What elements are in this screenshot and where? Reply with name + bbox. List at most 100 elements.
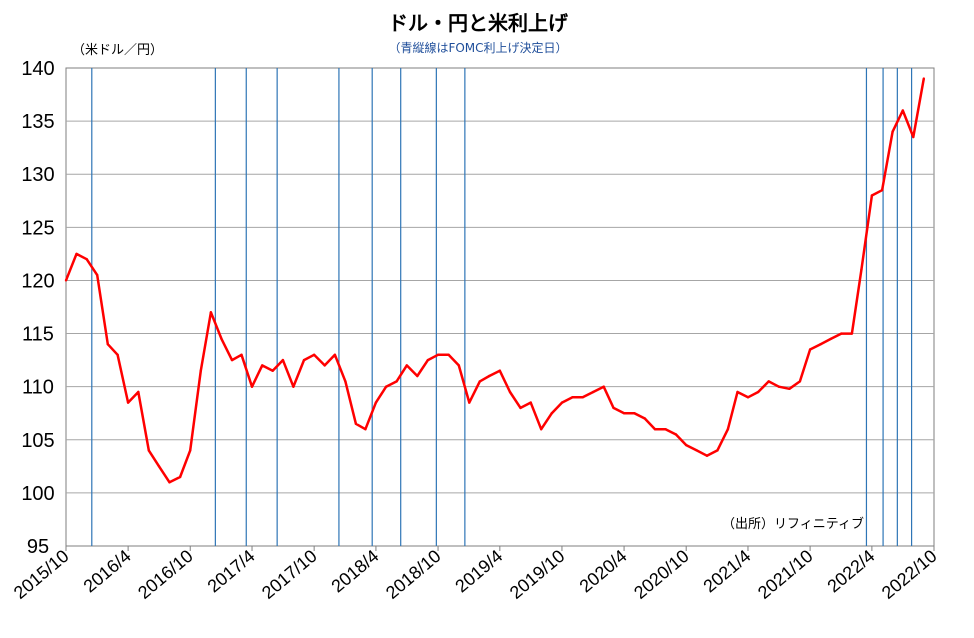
x-tick-label: 2022/10 [878,546,941,603]
data-point [560,401,564,404]
data-point [199,369,202,372]
data-point [674,433,678,436]
y-tick-label: 100 [21,483,54,505]
fomc-lines [91,68,913,546]
data-point [880,189,884,192]
data-point [240,353,243,356]
data-point [612,406,615,410]
data-point [416,374,419,378]
x-tick-label: 2021/4 [700,546,755,597]
series-layer [64,77,926,484]
data-point [664,428,667,431]
data-point [508,390,512,394]
data-point [312,353,316,356]
usd-jpy-series-line [64,78,926,484]
data-point [519,406,522,410]
data-point [126,401,130,404]
data-point [468,401,471,404]
chart-title: ドル・円と米利上げ [388,11,569,35]
y-tick-label: 135 [21,111,54,133]
y-tick-label: 120 [21,270,54,292]
data-point [106,343,110,346]
data-point [912,135,915,139]
data-point [395,380,398,383]
data-point [261,364,264,367]
data-point [333,353,337,356]
data-point [302,358,306,362]
data-point [292,385,295,388]
x-tick-label: 2021/10 [754,546,817,603]
data-point [426,358,430,362]
x-tick-label: 2019/10 [506,546,569,603]
data-point [819,343,822,346]
data-point [633,412,636,415]
x-axis-ticks: 2015/10 2016/4 2016/10 2017/4 2017/10 2018/4 2… [10,546,941,603]
data-point [808,348,812,351]
data-point [75,252,78,256]
data-point [96,273,99,277]
data-point [767,380,770,383]
x-tick-label: 2016/10 [134,546,197,603]
data-point [157,465,161,468]
data-point [581,396,584,399]
y-tick-label: 110 [22,377,54,399]
source-note: （出所）リフィニティブ [722,516,864,532]
data-point [374,401,378,404]
data-point [870,194,874,197]
data-point [798,380,802,383]
data-point [85,258,88,261]
data-point [178,475,182,479]
data-point [230,358,234,362]
data-point [116,353,119,356]
data-point [209,311,213,314]
data-point [457,364,460,367]
y-tick-label: 130 [21,164,54,186]
data-point [168,481,171,484]
x-tick-label: 2020/4 [576,546,631,597]
data-point [850,332,854,335]
data-point [220,337,223,341]
y-tick-label: 125 [21,217,54,239]
y-tick-label: 105 [21,430,54,452]
x-tick-label: 2022/4 [823,546,878,597]
data-point [622,412,626,415]
y-tick-label: 95 [27,536,49,558]
data-point [323,364,326,367]
data-point [529,401,532,404]
data-point [405,364,408,367]
data-point [746,396,750,399]
data-point [736,390,739,394]
data-point [447,353,450,356]
data-point [726,428,730,431]
data-point [757,390,760,394]
data-point [540,428,543,431]
data-point [550,412,553,415]
data-point [901,109,904,112]
x-tick-label: 2017/4 [204,546,259,597]
data-point [716,449,719,452]
y-tick-label: 140 [21,58,54,80]
data-point [777,385,781,388]
data-point [384,385,388,388]
y-axis-unit-label: （米ドル／円） [72,43,163,58]
data-point [271,369,274,372]
data-point [788,387,791,390]
data-point [478,380,481,383]
x-tick-label: 2019/4 [451,546,506,597]
data-point [922,77,925,80]
data-point [891,130,894,133]
data-point [705,454,709,457]
y-axis-ticks: 95 100 105 110 115 120 125 130 135 140 [21,58,54,558]
x-tick-label: 2018/10 [382,546,445,603]
data-point [685,443,688,447]
data-point [840,332,843,335]
data-point [147,449,150,452]
data-point [354,422,358,425]
data-point [436,353,440,356]
data-point [64,279,68,282]
data-point [488,374,491,378]
data-point [695,449,698,452]
data-point [498,369,501,372]
data-point [571,396,574,399]
